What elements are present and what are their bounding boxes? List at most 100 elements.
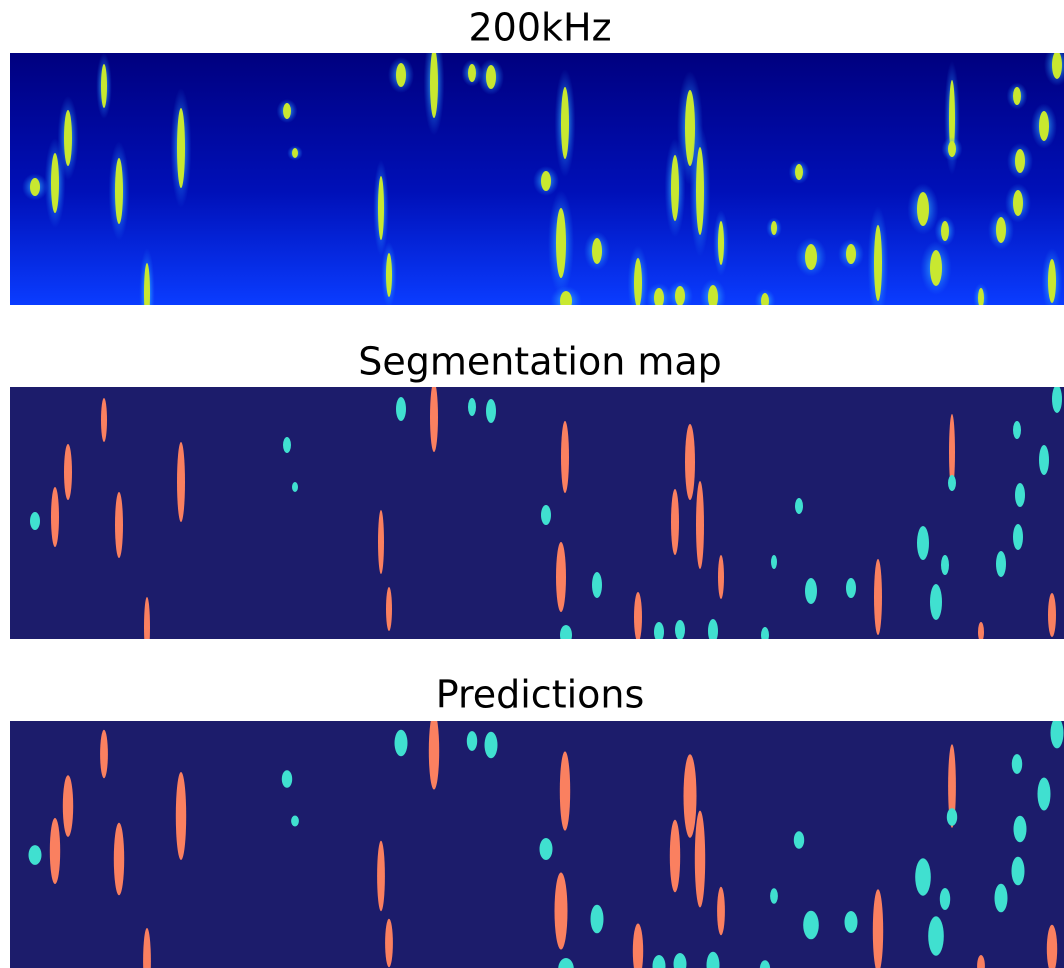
prediction xyxy=(539,838,553,860)
segment xyxy=(978,622,984,639)
prediction xyxy=(928,916,944,956)
echo-core xyxy=(101,64,107,108)
echo-core xyxy=(556,208,566,278)
segment xyxy=(948,475,956,491)
prediction xyxy=(100,729,108,779)
prediction xyxy=(669,819,681,893)
segment xyxy=(144,597,150,639)
echo-core xyxy=(1048,259,1056,303)
prediction xyxy=(673,953,687,968)
segment xyxy=(1039,445,1049,475)
echo-core xyxy=(51,153,59,213)
segmentation-blobs xyxy=(30,387,1062,639)
echo-core xyxy=(560,291,572,305)
prediction xyxy=(977,955,985,968)
segment xyxy=(718,555,724,599)
echo-core xyxy=(874,225,882,301)
segment xyxy=(805,578,817,604)
prediction xyxy=(385,918,393,968)
echo-core xyxy=(486,65,496,89)
prediction xyxy=(683,754,697,838)
prediction-blobs xyxy=(28,721,1064,968)
segment xyxy=(930,584,942,620)
echo-core xyxy=(64,110,72,166)
segment xyxy=(846,578,856,598)
prediction xyxy=(946,808,958,826)
segment xyxy=(654,622,664,639)
echo-core xyxy=(978,288,984,305)
panel-title: Segmentation map xyxy=(358,340,722,384)
prediction xyxy=(803,910,819,940)
segment xyxy=(1015,483,1025,507)
segment xyxy=(486,399,496,423)
segment xyxy=(115,492,123,558)
echo-core xyxy=(1015,149,1025,173)
segment xyxy=(771,555,777,569)
prediction xyxy=(558,958,574,968)
echo-core xyxy=(771,221,777,235)
prediction xyxy=(291,815,299,827)
echo-core xyxy=(430,53,438,118)
prediction xyxy=(844,911,858,933)
echo-core xyxy=(30,178,40,196)
echo-core xyxy=(541,171,551,191)
segment xyxy=(761,627,769,639)
echo-core xyxy=(917,192,929,226)
echo-core xyxy=(1013,87,1021,105)
prediction xyxy=(793,831,805,849)
echo-core xyxy=(634,258,642,305)
segment xyxy=(177,442,185,522)
echo-core xyxy=(930,250,942,286)
segment xyxy=(1048,593,1056,637)
segment xyxy=(30,512,40,530)
segment xyxy=(386,587,392,631)
segment xyxy=(634,592,642,639)
segment xyxy=(561,421,569,493)
segment xyxy=(917,526,929,560)
prediction xyxy=(1013,815,1027,843)
prediction xyxy=(632,923,644,968)
echo-core xyxy=(941,221,949,241)
segment xyxy=(468,398,476,416)
prediction xyxy=(590,904,604,934)
echo-core xyxy=(561,87,569,159)
echo-core xyxy=(1039,111,1049,141)
segment xyxy=(556,542,566,612)
prediction xyxy=(394,729,408,757)
prediction xyxy=(872,889,884,968)
panel-title: Predictions xyxy=(436,673,645,717)
prediction xyxy=(484,731,498,759)
echo-core xyxy=(671,155,679,221)
prediction xyxy=(1011,856,1025,886)
prediction xyxy=(62,775,74,837)
segment xyxy=(675,620,685,639)
segment xyxy=(541,505,551,525)
segment xyxy=(696,481,704,569)
prediction xyxy=(770,888,778,904)
echo-core xyxy=(675,286,685,305)
prediction xyxy=(1037,777,1051,811)
segment xyxy=(64,444,72,500)
echo-core xyxy=(846,244,856,264)
segment xyxy=(292,482,298,492)
echo-core xyxy=(283,103,291,119)
segment xyxy=(101,398,107,442)
prediction xyxy=(143,928,151,968)
echo-core xyxy=(996,217,1006,243)
panel-title: 200kHz xyxy=(468,6,611,50)
prediction xyxy=(1046,924,1058,968)
echo-core xyxy=(1013,190,1023,216)
prediction xyxy=(1011,754,1023,774)
segment xyxy=(795,498,803,514)
segment xyxy=(560,625,572,639)
prediction xyxy=(939,888,951,910)
prediction xyxy=(1050,721,1064,749)
segment xyxy=(708,619,718,639)
echo-core xyxy=(948,141,956,157)
echo-core xyxy=(949,80,955,156)
echo-core xyxy=(292,148,298,158)
segment xyxy=(671,489,679,555)
prediction xyxy=(554,872,568,950)
prediction xyxy=(559,751,571,831)
segment xyxy=(874,559,882,635)
